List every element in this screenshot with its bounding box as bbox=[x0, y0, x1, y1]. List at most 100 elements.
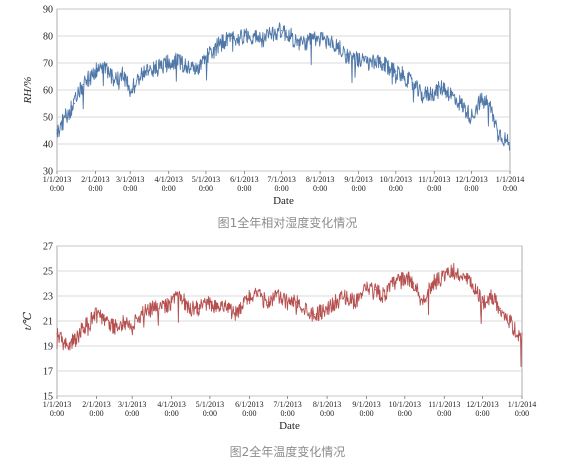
series-line bbox=[56, 262, 523, 367]
data-point bbox=[365, 289, 368, 291]
y-tick-label: 23 bbox=[43, 292, 53, 303]
x-tick-label: 10/1/2013 0:00 bbox=[389, 400, 421, 418]
x-tick-label: 9/1/2013 0:00 bbox=[344, 175, 372, 193]
y-tick-label: 15 bbox=[43, 392, 53, 403]
data-point bbox=[158, 307, 160, 310]
y-tick-label: 25 bbox=[43, 267, 53, 278]
data-point bbox=[286, 301, 289, 303]
data-point bbox=[490, 295, 493, 297]
x-tick-label: 7/1/2013 0:00 bbox=[267, 175, 295, 193]
data-point bbox=[412, 84, 414, 86]
temperature-chart-svg: 15 17 19 21 23 25 27 1/1/2013 0:00 2/1/2013 0:00 3/… bbox=[22, 242, 536, 433]
y-tick-label: 30 bbox=[43, 167, 53, 178]
data-point bbox=[140, 314, 142, 316]
y-tick-label: 80 bbox=[43, 32, 53, 43]
x-tick-label: 4/1/2013 0:00 bbox=[154, 175, 182, 193]
data-point bbox=[73, 102, 75, 105]
data-point bbox=[113, 326, 115, 328]
data-point bbox=[131, 326, 133, 328]
data-point bbox=[384, 65, 386, 67]
data-point bbox=[459, 102, 461, 105]
data-point bbox=[155, 67, 157, 69]
humidity-chart-svg: 30 40 50 60 70 80 90 1/1/2013 0:00 2/1/2013 0:00 3/… bbox=[22, 5, 524, 208]
y-tick-label: 70 bbox=[43, 59, 53, 70]
data-point bbox=[209, 301, 211, 303]
y-axis-label: t/℃ bbox=[22, 311, 34, 330]
data-point bbox=[404, 276, 406, 278]
data-point bbox=[65, 345, 67, 347]
data-point bbox=[205, 57, 207, 59]
data-point bbox=[269, 32, 272, 34]
data-point bbox=[218, 307, 220, 310]
data-point bbox=[345, 54, 347, 56]
data-point bbox=[194, 70, 196, 72]
data-point bbox=[451, 94, 453, 96]
data-point bbox=[222, 40, 224, 43]
data-point bbox=[104, 320, 107, 322]
data-point bbox=[257, 295, 259, 297]
data-point bbox=[392, 282, 394, 285]
temperature-chart: 15 17 19 21 23 25 27 1/1/2013 0:00 2/1/2013 0:00 3/… bbox=[0, 238, 575, 438]
data-point bbox=[149, 307, 151, 310]
data-point bbox=[319, 38, 321, 40]
y-tick-label: 60 bbox=[43, 86, 53, 97]
data-point bbox=[236, 314, 238, 316]
x-tick-label: 1/1/2014 0:00 bbox=[508, 400, 536, 418]
data-point bbox=[298, 43, 300, 45]
data-point bbox=[82, 84, 84, 86]
data-point bbox=[122, 320, 124, 322]
x-axis-label: Date bbox=[273, 195, 294, 207]
x-tick-label: 1/1/2013 0:00 bbox=[43, 175, 71, 193]
y-tick-label: 21 bbox=[43, 317, 53, 328]
data-point bbox=[313, 314, 315, 316]
data-point bbox=[227, 307, 229, 310]
humidity-chart: 30 40 50 60 70 80 90 1/1/2013 0:00 2/1/2013 0:00 3/… bbox=[0, 0, 575, 210]
x-axis-label: Date bbox=[279, 420, 300, 432]
data-point bbox=[433, 92, 435, 94]
data-point bbox=[95, 314, 98, 316]
data-point bbox=[74, 339, 76, 341]
data-point bbox=[461, 276, 463, 278]
data-point bbox=[112, 78, 114, 80]
data-point bbox=[243, 35, 246, 37]
x-tick-label: 6/1/2013 0:00 bbox=[235, 400, 263, 418]
x-tick-label: 6/1/2013 0:00 bbox=[230, 175, 258, 193]
data-point bbox=[413, 282, 415, 285]
data-point bbox=[304, 307, 307, 310]
data-point bbox=[336, 46, 339, 48]
data-point bbox=[357, 59, 360, 61]
x-tick-label: 9/1/2013 0:00 bbox=[352, 400, 380, 418]
data-point bbox=[508, 143, 510, 145]
data-point bbox=[56, 132, 58, 134]
data-point bbox=[214, 48, 216, 51]
data-point bbox=[374, 289, 377, 291]
y-tick-label: 17 bbox=[43, 367, 53, 378]
data-point bbox=[103, 65, 105, 67]
data-point bbox=[443, 276, 445, 278]
y-tick-label: 90 bbox=[43, 5, 53, 16]
x-tick-label: 12/1/2013 0:00 bbox=[455, 175, 487, 193]
data-point bbox=[261, 40, 263, 43]
x-tick-label: 1/1/2013 0:00 bbox=[43, 400, 71, 418]
y-tick-label: 27 bbox=[43, 242, 53, 253]
y-tick-label: 50 bbox=[43, 113, 53, 124]
data-point bbox=[470, 116, 473, 118]
data-point bbox=[442, 86, 444, 88]
data-point bbox=[56, 332, 58, 335]
data-point bbox=[488, 102, 490, 105]
data-point bbox=[168, 62, 170, 64]
data-point bbox=[366, 62, 368, 64]
series-line bbox=[56, 22, 511, 151]
x-tick-label: 11/1/2013 0:00 bbox=[428, 400, 460, 418]
data-point bbox=[147, 70, 149, 72]
data-point bbox=[422, 301, 424, 303]
temperature-chart-caption: 图2全年温度变化情况 bbox=[229, 445, 346, 459]
data-point bbox=[129, 89, 131, 91]
x-tick-label: 8/1/2013 0:00 bbox=[306, 175, 334, 193]
x-tick-label: 2/1/2013 0:00 bbox=[81, 175, 109, 193]
data-point bbox=[375, 62, 377, 64]
data-point bbox=[403, 75, 406, 78]
x-tick-label: 3/1/2013 0:00 bbox=[118, 400, 146, 418]
x-tick-label: 12/1/2013 0:00 bbox=[466, 400, 498, 418]
data-point bbox=[326, 307, 328, 310]
